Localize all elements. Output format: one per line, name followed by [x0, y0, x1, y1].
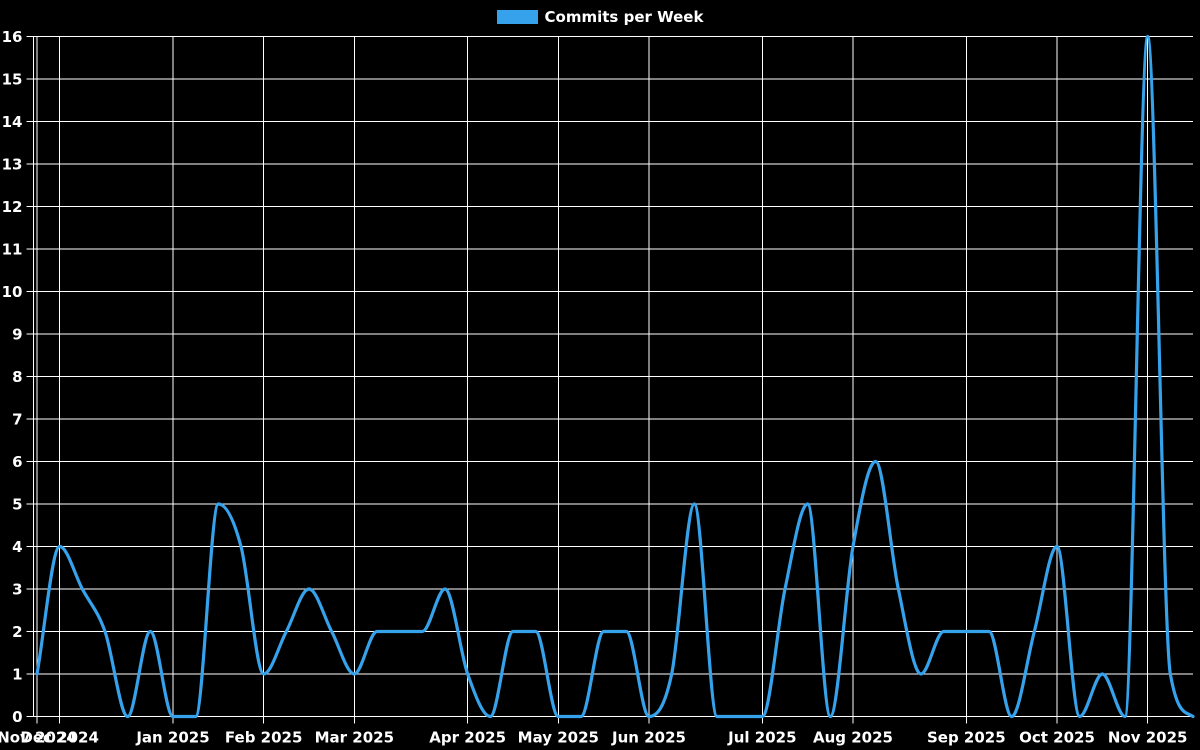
y-tick-label: 14 — [2, 113, 23, 131]
x-tick-label: Dec 2024 — [20, 729, 99, 747]
y-tick-label: 8 — [12, 368, 22, 386]
x-tick-label: Sep 2025 — [927, 729, 1006, 747]
y-tick-label: 5 — [12, 496, 22, 514]
y-tick-label: 9 — [12, 326, 22, 344]
x-tick-label: Apr 2025 — [429, 729, 506, 747]
x-tick-label: Jun 2025 — [611, 729, 686, 747]
x-tick-label: Jan 2025 — [135, 729, 209, 747]
axes — [26, 36, 1193, 724]
commits-series-line — [35, 34, 1195, 719]
y-tick-label: 13 — [2, 156, 23, 174]
gridlines — [33, 36, 1193, 717]
y-tick-label: 12 — [2, 198, 23, 216]
x-tick-label: Nov 2025 — [1108, 729, 1188, 747]
y-tick-label: 4 — [12, 538, 22, 556]
legend-swatch — [496, 10, 538, 24]
x-tick-label: Aug 2025 — [813, 729, 893, 747]
x-tick-label: Jul 2025 — [727, 729, 796, 747]
y-tick-label: 3 — [12, 581, 22, 599]
x-tick-label: Feb 2025 — [225, 729, 303, 747]
legend: Commits per Week — [0, 9, 1200, 25]
x-tick-label: Mar 2025 — [315, 729, 394, 747]
x-tick-label: May 2025 — [518, 729, 599, 747]
y-tick-label: 2 — [12, 623, 22, 641]
y-tick-label: 15 — [2, 71, 23, 89]
legend-label: Commits per Week — [544, 8, 704, 26]
legend-item-commits[interactable]: Commits per Week — [496, 8, 704, 26]
y-tick-label: 6 — [12, 453, 22, 471]
y-tick-label: 11 — [2, 241, 23, 259]
y-tick-label: 10 — [2, 283, 23, 301]
y-tick-label: 1 — [12, 666, 22, 684]
x-tick-label: Nov 2024 — [0, 729, 77, 747]
y-tick-label: 0 — [12, 708, 22, 726]
y-tick-label: 16 — [2, 28, 23, 46]
x-tick-label: Oct 2025 — [1019, 729, 1095, 747]
y-tick-label: 7 — [12, 411, 22, 429]
